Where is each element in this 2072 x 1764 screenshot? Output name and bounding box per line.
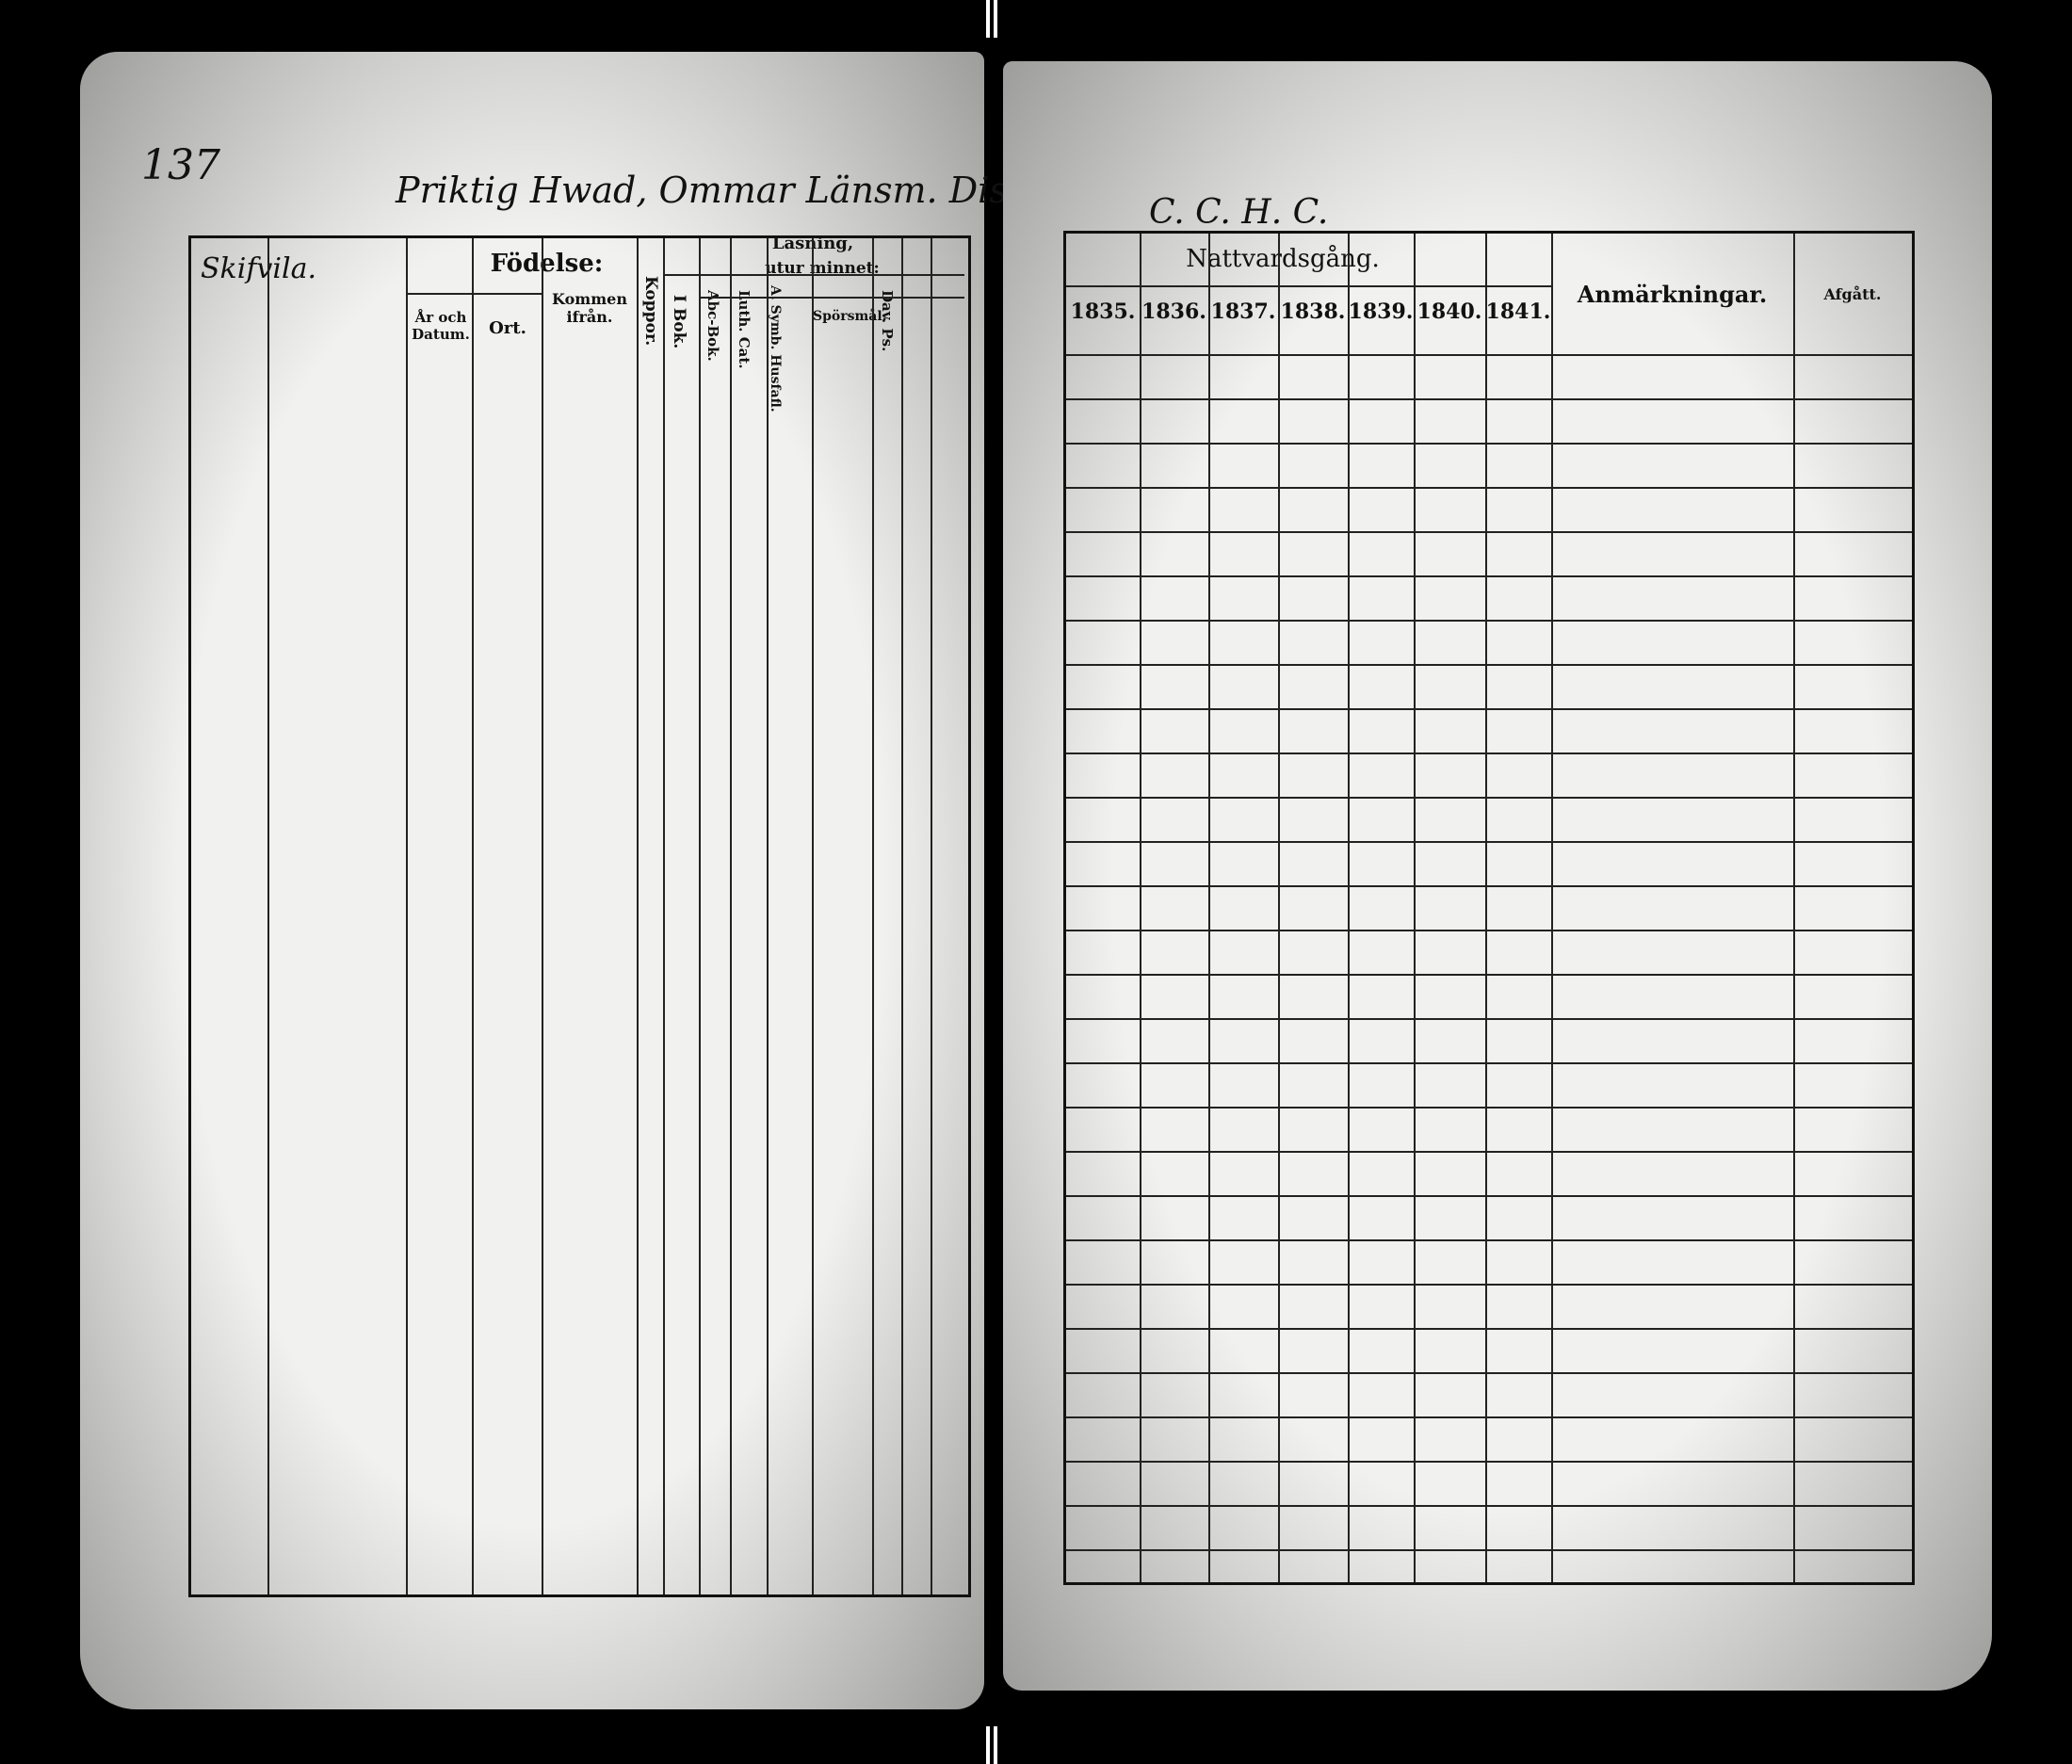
row-rule — [1066, 575, 1912, 577]
row-rule — [1066, 1239, 1912, 1241]
column-rule — [1278, 234, 1280, 1582]
spine-marker — [986, 1726, 990, 1764]
header-year: 1838. — [1280, 299, 1346, 324]
row-rule — [1066, 753, 1912, 754]
header-rule — [1066, 285, 1551, 287]
header-koppor: Koppor. — [641, 276, 660, 347]
row-rule — [1066, 974, 1912, 976]
page-heading: Priktig Hwad, Ommar Länsm. Distr. — [396, 170, 1047, 211]
row-rule — [1066, 1549, 1912, 1551]
page-shading — [1003, 61, 1992, 1691]
header-afgatt: Afgått. — [1823, 285, 1882, 303]
column-rule — [931, 238, 932, 1594]
header-kommen-ifran: Kommen ifrån. — [552, 290, 627, 326]
row-rule — [1066, 1416, 1912, 1418]
column-rule — [1140, 234, 1141, 1582]
column-rule — [1348, 234, 1350, 1582]
row-rule — [1066, 531, 1912, 533]
row-rule — [1066, 620, 1912, 622]
header-dav-ps: Dav. Ps. — [879, 290, 896, 352]
spine-marker — [994, 0, 997, 38]
column-rule — [267, 238, 269, 1594]
row-rule — [1066, 1372, 1912, 1374]
row-rule — [1066, 1062, 1912, 1064]
right-page — [1003, 61, 1992, 1691]
header-year: 1837. — [1210, 299, 1276, 324]
column-rule — [1485, 234, 1487, 1582]
column-rule — [699, 238, 701, 1594]
row-rule — [1066, 1505, 1912, 1507]
row-rule — [1066, 1328, 1912, 1330]
communion-register-table: Nattvardsgång. 1835. 1836. 1837. 1838. 1839.… — [1063, 231, 1915, 1585]
left-register-table: Skifvila. Födelse: År och Datum. Ort. Ko… — [188, 234, 971, 1597]
column-rule — [637, 238, 639, 1594]
book-spine — [984, 0, 1003, 1764]
column-rule — [1414, 234, 1416, 1582]
column-rule — [812, 238, 814, 1594]
row-rule — [1066, 487, 1912, 489]
column-rule — [472, 238, 474, 1594]
row-rule — [1066, 664, 1912, 666]
header-fodelse: Födelse: — [490, 250, 604, 278]
row-rule — [1066, 930, 1912, 931]
column-rule — [663, 238, 665, 1594]
right-page-heading: C. C. H. C. — [1149, 193, 1329, 232]
page-number: 137 — [141, 141, 220, 189]
spine-marker — [986, 0, 990, 38]
row-rule — [1066, 1195, 1912, 1197]
header-year: 1841. — [1485, 299, 1551, 324]
row-rule — [1066, 398, 1912, 400]
header-year: 1839. — [1348, 299, 1414, 324]
row-rule — [1066, 708, 1912, 710]
row-rule — [1066, 443, 1912, 445]
row-rule — [1066, 354, 1912, 356]
place-name: Skifvila. — [201, 252, 316, 285]
column-rule — [767, 238, 769, 1594]
header-nattvardsgang: Nattvardsgång. — [1186, 245, 1380, 273]
header-luth-cat: Luth. Cat. — [736, 290, 753, 369]
header-year: 1835. — [1070, 299, 1136, 324]
header-sporsmal: Spörsmål. — [813, 309, 887, 324]
header-ort: Ort. — [489, 318, 526, 338]
column-rule — [406, 238, 408, 1594]
header-abc-bok: Abc-Bok. — [704, 290, 721, 362]
page-shading — [80, 52, 984, 1709]
header-rule — [663, 274, 964, 276]
row-rule — [1066, 1461, 1912, 1463]
header-year: 1836. — [1141, 299, 1206, 324]
header-ar-datum: År och Datum. — [412, 309, 470, 343]
column-rule — [730, 238, 732, 1594]
header-year: 1840. — [1416, 299, 1482, 324]
header-anmarkningar: Anmärkningar. — [1577, 281, 1768, 308]
column-rule — [1793, 234, 1795, 1582]
header-i-bok: I Bok. — [670, 295, 688, 349]
column-rule — [872, 238, 874, 1594]
header-utur-minnet: utur minnet: — [765, 259, 880, 278]
row-rule — [1066, 1107, 1912, 1109]
column-rule — [542, 238, 543, 1594]
row-rule — [1066, 841, 1912, 843]
column-rule — [1551, 234, 1553, 1582]
header-rule — [699, 297, 964, 299]
header-rule — [406, 293, 542, 295]
row-rule — [1066, 1018, 1912, 1020]
header-a-symb: A. Symb. Husfafl. — [768, 285, 783, 413]
row-rule — [1066, 885, 1912, 887]
column-rule — [1208, 234, 1210, 1582]
row-rule — [1066, 1284, 1912, 1286]
spine-marker — [994, 1726, 997, 1764]
row-rule — [1066, 797, 1912, 799]
left-page — [80, 52, 984, 1709]
row-rule — [1066, 1151, 1912, 1153]
column-rule — [901, 238, 903, 1594]
